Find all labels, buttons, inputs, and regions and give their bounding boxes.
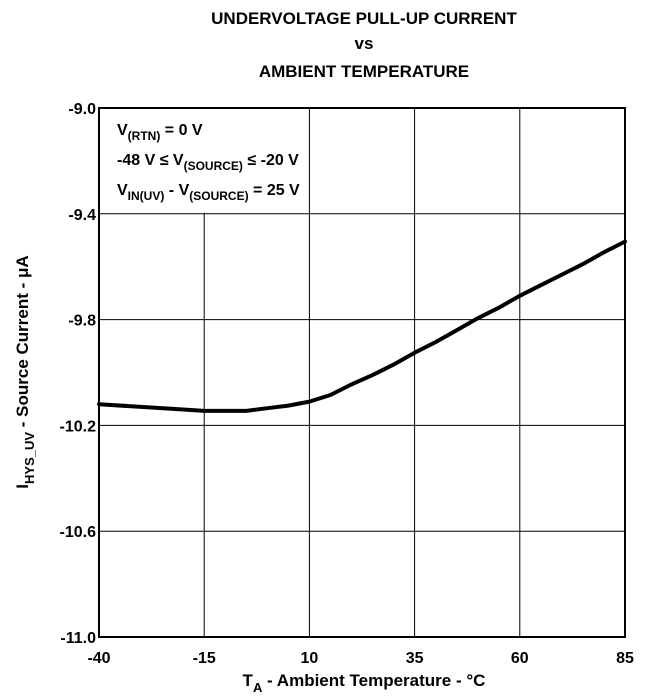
y-tick-label: -11.0 [60, 630, 96, 647]
x-tick-labels: -40 -15 10 35 60 85 [87, 650, 634, 667]
annotation-line: V(RTN) = 0 V [117, 122, 203, 143]
annotation-line: VIN(UV) - V(SOURCE) = 25 V [117, 182, 300, 203]
x-tick-label: 35 [406, 650, 424, 667]
y-tick-label: -10.6 [60, 524, 97, 541]
y-tick-label: -9.0 [68, 101, 96, 118]
x-tick-label: 60 [511, 650, 529, 667]
plot-frame [98, 107, 626, 638]
y-axis-label: IHYS_UV - Source Current - μA [13, 255, 37, 488]
x-tick-label: 85 [616, 650, 634, 667]
x-tick-label: -40 [87, 650, 110, 667]
annotation-box: V(RTN) = 0 V -48 V ≤ V(SOURCE) ≤ -20 V VIN… [100, 109, 309, 213]
y-tick-labels: -9.0 -9.4 -9.8 -10.2 -10.6 -11.0 [60, 101, 97, 647]
x-axis-label: TA - Ambient Temperature - °C [243, 671, 486, 694]
annotation-line: -48 V ≤ V(SOURCE) ≤ -20 V [117, 152, 299, 173]
x-tick-label: -15 [193, 650, 216, 667]
series-line [97, 239, 627, 413]
series-group [97, 239, 627, 413]
chart-title-line-3: AMBIENT TEMPERATURE [259, 62, 469, 81]
chart-title-line-1: UNDERVOLTAGE PULL-UP CURRENT [211, 9, 517, 28]
chart-title-line-2: vs [355, 34, 374, 53]
x-tick-label: 10 [301, 650, 319, 667]
annotation-background [100, 109, 309, 213]
y-tick-label: -10.2 [60, 418, 97, 435]
y-tick-label: -9.4 [68, 207, 96, 224]
y-tick-label: -9.8 [68, 313, 96, 330]
